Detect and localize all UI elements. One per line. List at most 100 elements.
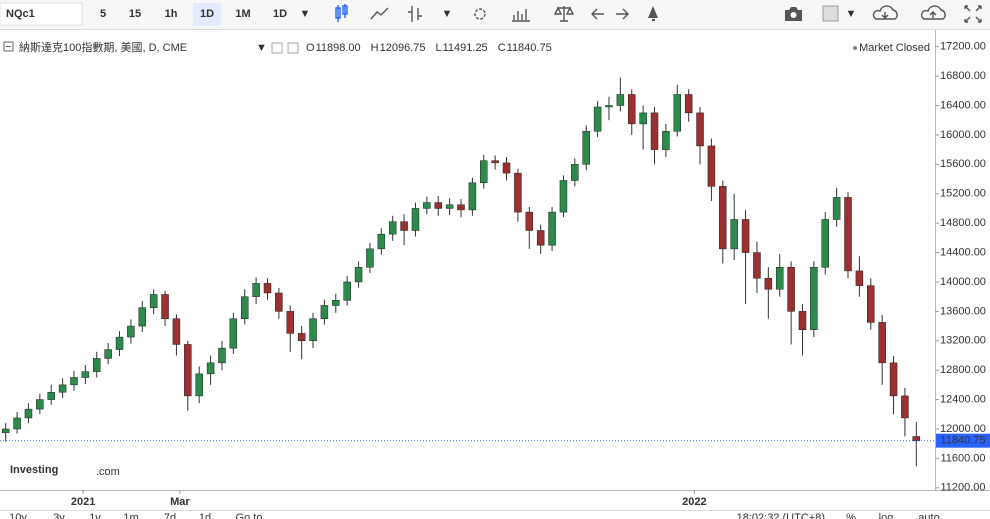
candle-body	[787, 266, 795, 312]
interval-button[interactable]: 1D	[273, 8, 287, 20]
candle-body	[70, 377, 78, 386]
candle-body	[912, 436, 921, 441]
symbol[interactable]: NQc1	[6, 8, 35, 20]
candle-body	[184, 344, 192, 397]
template-icon[interactable]	[822, 5, 839, 22]
candle-body	[24, 408, 33, 419]
candle-body	[673, 94, 682, 132]
ohlc-key: H	[371, 42, 379, 54]
candle-body	[297, 333, 306, 342]
candle-body	[104, 349, 112, 359]
market-status: Market Closed	[859, 42, 930, 54]
x-tick-label: 2022	[682, 496, 706, 508]
candle-body	[582, 130, 590, 165]
last-price-label: 11840.75	[940, 435, 985, 447]
save-icon[interactable]	[920, 5, 946, 20]
candle-body	[741, 219, 750, 253]
candle-body	[821, 219, 829, 268]
candle-body	[434, 202, 442, 209]
candle-body	[388, 221, 397, 235]
candle-body	[867, 285, 875, 323]
undo-icon[interactable]	[591, 8, 604, 20]
dropdown-caret[interactable]: ▼	[300, 8, 311, 20]
redo-icon[interactable]	[616, 8, 629, 20]
ohlc-key: O	[306, 42, 315, 54]
candle-body	[662, 130, 670, 150]
ohlc-key: C	[498, 42, 506, 54]
candle-body	[593, 106, 602, 132]
interval-button[interactable]: 15	[129, 8, 141, 20]
candle-body	[753, 252, 761, 279]
ohlc-value: 11898.00	[316, 42, 361, 54]
candle-body	[445, 204, 454, 209]
candle-body	[252, 283, 260, 297]
y-tick-label: 16400.00	[940, 99, 986, 111]
y-tick-label: 16000.00	[940, 129, 986, 141]
candle-body	[377, 233, 386, 250]
candle-body	[263, 283, 272, 294]
candle-body	[764, 278, 773, 290]
status-dot	[853, 46, 857, 50]
dropdown-caret[interactable]: ▼	[846, 8, 857, 20]
candle-body	[149, 294, 158, 308]
candle-icon[interactable]	[335, 4, 348, 22]
interval-button[interactable]: 5	[100, 8, 106, 20]
range-button[interactable]: 3y	[53, 512, 65, 519]
settings-small-icon[interactable]	[287, 42, 299, 54]
line-icon[interactable]	[370, 7, 389, 20]
scale-option[interactable]: log	[879, 512, 894, 519]
candle-body	[684, 94, 693, 114]
load-icon[interactable]	[872, 5, 898, 20]
candle-body	[127, 325, 135, 338]
range-button[interactable]: Go to	[236, 512, 263, 519]
candle-body	[514, 172, 522, 213]
candle-body	[343, 281, 351, 301]
candle-body	[810, 266, 818, 330]
ohlc-key: L	[435, 42, 441, 54]
camera-lens	[790, 12, 797, 18]
candle-body	[605, 105, 613, 108]
candle-body	[730, 219, 738, 250]
candle-body	[559, 180, 568, 213]
bars-icon[interactable]	[408, 6, 422, 22]
fullscreen-icon[interactable]	[964, 5, 982, 23]
y-tick-label: 13200.00	[940, 335, 986, 347]
candle-body	[627, 94, 636, 125]
range-button[interactable]: 10y	[9, 512, 27, 519]
y-tick-label: 17200.00	[940, 41, 986, 53]
dropdown-caret[interactable]: ▼	[256, 42, 267, 54]
candle-body	[400, 221, 408, 231]
compare-icon[interactable]	[553, 6, 575, 22]
y-tick-label: 12000.00	[940, 423, 986, 435]
candle-body	[229, 318, 238, 349]
symbol-box[interactable]	[0, 2, 83, 26]
candle-body	[832, 197, 841, 220]
candle-body	[798, 311, 807, 330]
y-tick-label: 15600.00	[940, 158, 986, 170]
candle-body	[480, 160, 488, 183]
y-tick-label: 14800.00	[940, 217, 986, 229]
alert-icon[interactable]	[648, 6, 658, 21]
scale-option[interactable]: auto	[918, 512, 939, 519]
range-button[interactable]: 1d	[199, 512, 211, 519]
candle-body	[206, 362, 215, 375]
collapse-icon[interactable]	[3, 41, 14, 52]
scale-option[interactable]: %	[846, 512, 856, 519]
candle-body	[457, 204, 465, 211]
interval-button[interactable]: 1M	[235, 8, 250, 20]
candle-body	[366, 248, 374, 268]
indicator-icon[interactable]	[512, 9, 530, 22]
range-button[interactable]: 1y	[89, 512, 101, 519]
dropdown-caret[interactable]: ▼	[442, 8, 453, 20]
candle-body	[844, 197, 852, 272]
active-interval	[193, 3, 221, 26]
interval-button[interactable]: 1D	[200, 8, 214, 20]
candle-body	[13, 417, 21, 430]
range-button[interactable]: 1m	[123, 512, 138, 519]
interval-button[interactable]: 1h	[165, 8, 178, 20]
candle-body	[901, 395, 909, 419]
range-button[interactable]: 7d	[164, 512, 176, 519]
eye-icon[interactable]	[271, 42, 283, 54]
settings-icon[interactable]	[474, 8, 486, 20]
